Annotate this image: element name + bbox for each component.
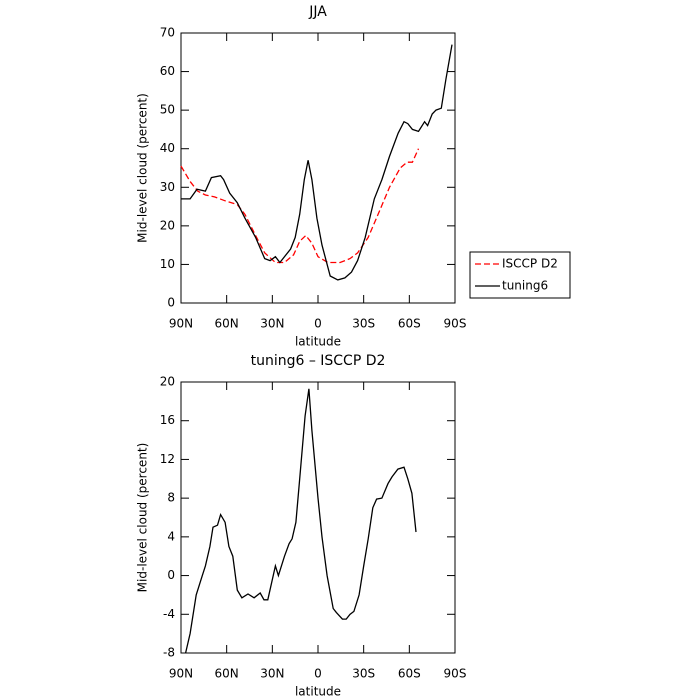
plot-frame: [180, 32, 456, 304]
y-tick-label: 50: [160, 103, 175, 117]
y-tick-label: 20: [160, 218, 175, 232]
x-axis-label: latitude: [295, 335, 341, 349]
data-line: [181, 44, 453, 281]
chart-title: tuning6 – ISCCP D2: [251, 353, 386, 369]
y-tick-label: -4: [163, 607, 175, 621]
y-tick-label: 70: [160, 26, 175, 40]
y-tick-label: 8: [167, 491, 175, 505]
plot-frame: [180, 381, 456, 654]
y-tick-label: 40: [160, 141, 175, 155]
x-tick-label: 90N: [169, 317, 193, 331]
x-tick-label: 60N: [215, 667, 239, 681]
legend-label: ISCCP D2: [502, 257, 558, 271]
x-tick-label: 60S: [398, 317, 421, 331]
data-line: [184, 388, 417, 654]
x-tick-label: 0: [314, 667, 322, 681]
y-tick-label: 20: [160, 375, 175, 389]
y-tick-label: 60: [160, 64, 175, 78]
y-tick-label: 16: [160, 413, 175, 427]
x-tick-label: 60S: [398, 667, 421, 681]
x-tick-label: 30S: [352, 317, 375, 331]
legend-label: tuning6: [502, 279, 548, 293]
y-tick-label: 30: [160, 180, 175, 194]
x-tick-label: 90S: [444, 317, 467, 331]
y-tick-label: 12: [160, 452, 175, 466]
x-tick-label: 60N: [215, 317, 239, 331]
y-tick-label: 0: [167, 296, 175, 310]
y-axis-label: Mid-level cloud (percent): [136, 93, 150, 243]
x-axis-label: latitude: [295, 685, 341, 699]
legend-box: [469, 251, 571, 299]
y-axis-label: Mid-level cloud (percent): [136, 443, 150, 593]
y-tick-label: 10: [160, 257, 175, 271]
x-tick-label: 30N: [260, 317, 284, 331]
y-tick-label: -8: [163, 646, 175, 660]
y-tick-label: 0: [167, 568, 175, 582]
y-tick-label: 4: [167, 529, 175, 543]
x-tick-label: 30S: [352, 667, 375, 681]
chart-title: JJA: [308, 4, 327, 20]
x-tick-label: 0: [314, 317, 322, 331]
x-tick-label: 30N: [260, 667, 284, 681]
data-line: [180, 148, 420, 264]
x-tick-label: 90S: [444, 667, 467, 681]
x-tick-label: 90N: [169, 667, 193, 681]
